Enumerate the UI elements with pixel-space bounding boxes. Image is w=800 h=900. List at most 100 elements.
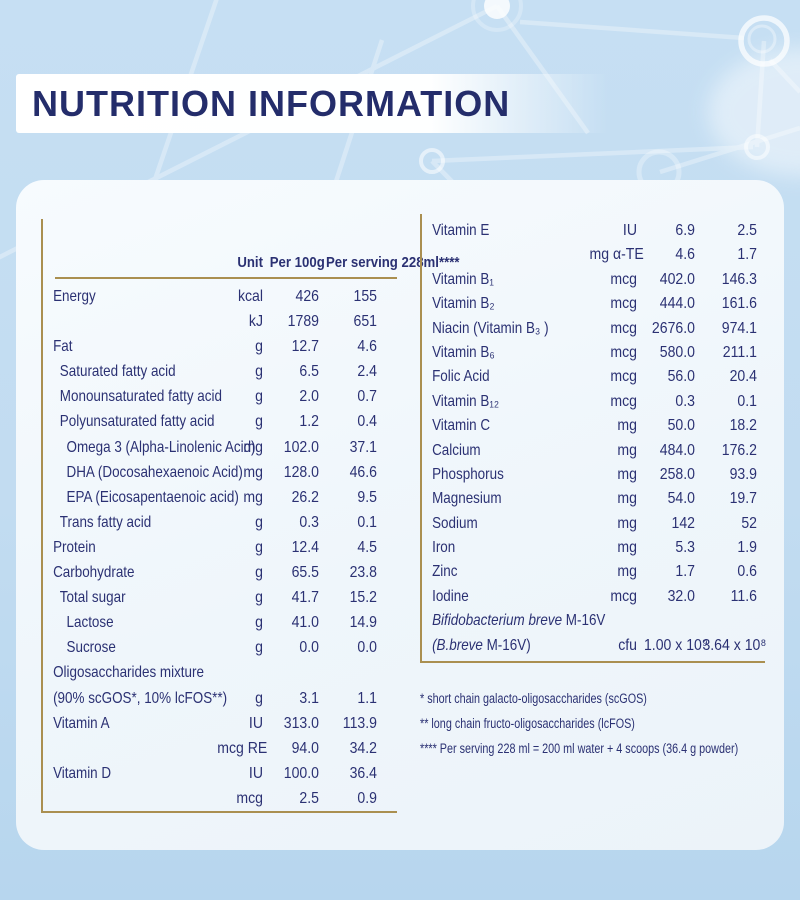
unit-cell: kJ	[248, 313, 263, 331]
unit-cell: cfu	[618, 636, 637, 654]
footnotes: * short chain galacto-oligosaccharides (…	[420, 686, 780, 761]
per-serving-cell: 176.2	[721, 441, 757, 459]
per-serving-cell: 1.7	[737, 246, 757, 264]
table-row: Sucrose g 0.0 0.0	[43, 635, 397, 660]
table-row: (B.breve M-16V) cfu 1.00 x 10⁹ 3.64 x 10⁸	[422, 634, 766, 658]
table-row: EPA (Eicosapentaenoic acid) mg 26.2 9.5	[43, 485, 397, 510]
per-100g-cell: 313.0	[283, 714, 319, 732]
per-serving-cell	[702, 609, 757, 633]
table-row: Magnesium mg 54.0 19.7	[422, 487, 765, 511]
unit-cell: mcg	[610, 295, 637, 313]
per-100g-cell	[644, 609, 695, 633]
per-100g-cell: 1789	[287, 313, 319, 331]
per-serving-cell: 20.4	[729, 368, 757, 386]
table-header-row: Unit Per 100g Per serving 228ml****	[55, 219, 460, 279]
per-100g-cell: 2.0	[299, 388, 319, 406]
nutrient-name: Niacin (Vitamin B₃ )	[432, 319, 549, 337]
table-row: Trans fatty acid g 0.3 0.1	[43, 510, 397, 535]
nutrient-name: Vitamin A	[53, 714, 110, 732]
per-100g-cell: 1.2	[299, 413, 319, 431]
nutrition-card: Unit Per 100g Per serving 228ml**** Ener…	[16, 180, 784, 850]
per-100g-cell: 426	[295, 288, 319, 305]
per-100g-cell: 6.9	[675, 222, 695, 239]
per-serving-cell	[326, 660, 377, 685]
table-row: kJ 1789 651	[43, 309, 397, 334]
per-100g-column-header: Per 100g	[269, 254, 325, 271]
nutrient-name: Trans fatty acid	[59, 513, 152, 531]
per-100g-cell: 41.7	[291, 589, 319, 607]
unit-cell: mg	[617, 441, 637, 459]
table-row: Vitamin D IU 100.0 36.4	[43, 761, 397, 786]
per-100g-cell: 3.1	[299, 689, 319, 707]
nutrient-name-italic: (B.breve	[432, 636, 483, 654]
unit-cell: g	[255, 589, 263, 607]
nutrient-name: EPA (Eicosapentaenoic acid)	[66, 488, 239, 506]
per-100g-cell: 32.0	[667, 587, 695, 605]
unit-cell: mcg	[236, 789, 263, 807]
per-serving-cell: 0.9	[357, 789, 377, 807]
table-row: mg α-TE 4.6 1.7	[422, 243, 765, 267]
unit-cell: mg	[617, 563, 637, 581]
per-100g-cell: 41.0	[291, 614, 319, 632]
nutrient-name: Polyunsaturated fatty acid	[59, 413, 215, 431]
nutrient-name	[43, 309, 184, 334]
per-serving-cell: 4.6	[357, 338, 377, 356]
unit-cell: mcg	[610, 319, 637, 337]
nutrient-name: Total sugar	[59, 589, 126, 607]
table-row: Iron mg 5.3 1.9	[422, 536, 765, 560]
per-100g-cell: 1.00 x 10⁹	[643, 636, 708, 654]
unit-cell: g	[255, 363, 263, 381]
unit-column-header: Unit	[237, 254, 263, 271]
per-100g-cell: 1.7	[675, 563, 695, 581]
per-serving-cell: 0.0	[357, 639, 377, 657]
table-row: Total sugar g 41.7 15.2	[43, 585, 397, 610]
nutrient-name: Protein	[53, 538, 96, 556]
table-row: Carbohydrate g 65.5 23.8	[43, 560, 397, 585]
per-100g-cell: 50.0	[667, 417, 695, 435]
table-row: DHA (Docosahexaenoic Acid) mg 128.0 46.6	[43, 460, 397, 485]
per-serving-cell: 19.7	[729, 490, 757, 508]
table-row: Vitamin E IU 6.9 2.5	[422, 219, 765, 243]
nutrient-name: Sodium	[432, 514, 478, 532]
table-row: mcg 2.5 0.9	[43, 786, 397, 811]
unit-cell: IU	[622, 222, 637, 239]
nutrient-name: Vitamin B₁	[432, 270, 494, 288]
per-serving-cell: 34.2	[349, 739, 377, 757]
footnote: **** Per serving 228 ml = 200 ml water +…	[420, 741, 739, 756]
nutrient-name: Iodine	[432, 587, 469, 605]
unit-cell: kcal	[237, 288, 263, 305]
per-serving-cell: 93.9	[729, 465, 757, 483]
table-row: Bifidobacterium breve M-16V	[422, 609, 765, 633]
table-row: (90% scGOS*, 10% lcFOS**) g 3.1 1.1	[43, 686, 397, 711]
per-serving-cell: 2.5	[737, 222, 757, 239]
nutrient-name: (90% scGOS*, 10% lcFOS**)	[53, 689, 228, 707]
nutrient-name: (B.breve M-16V)	[422, 634, 557, 658]
per-serving-cell: 146.3	[721, 270, 757, 288]
left-table-rows: Energy kcal 426 155 kJ 1789 651 Fat g 12.7 4.6 Satu…	[43, 279, 397, 811]
nutrient-name: Vitamin B₆	[432, 343, 495, 361]
table-row: Calcium mg 484.0 176.2	[422, 439, 765, 463]
per-serving-cell: 974.1	[721, 319, 757, 337]
nutrient-name: Iron	[432, 539, 456, 557]
per-100g-cell: 12.7	[291, 338, 319, 356]
nutrient-name	[43, 786, 184, 811]
per-100g-cell: 444.0	[659, 295, 695, 313]
nutrient-name: DHA (Docosahexaenoic Acid)	[66, 463, 243, 481]
nutrient-name: Monounsaturated fatty acid	[59, 388, 222, 406]
per-100g-cell: 100.0	[283, 764, 319, 782]
table-row: Folic Acid mcg 56.0 20.4	[422, 365, 765, 389]
per-100g-cell: 580.0	[659, 343, 695, 361]
unit-cell: mg	[617, 539, 637, 557]
per-serving-cell: 113.9	[342, 714, 377, 732]
per-100g-cell: 56.0	[667, 368, 695, 386]
table-row: Lactose g 41.0 14.9	[43, 610, 397, 635]
per-100g-cell: 484.0	[659, 441, 695, 459]
nutrient-name: Lactose	[66, 614, 114, 632]
unit-cell: g	[255, 388, 263, 406]
nutrient-name: Saturated fatty acid	[59, 363, 176, 381]
table-row: Polyunsaturated fatty acid g 1.2 0.4	[43, 409, 397, 434]
per-serving-cell: 1.9	[737, 539, 757, 557]
page-title: NUTRITION INFORMATION	[32, 83, 511, 124]
nutrient-name: Energy	[53, 288, 96, 305]
